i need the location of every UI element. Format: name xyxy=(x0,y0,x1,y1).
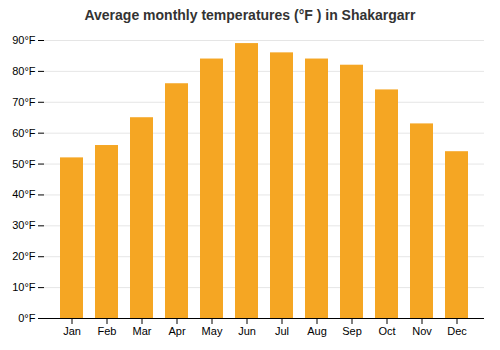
svg-text:Mar: Mar xyxy=(133,325,152,337)
svg-text:Jun: Jun xyxy=(238,325,256,337)
svg-text:10°F: 10°F xyxy=(12,281,36,293)
svg-text:Aug: Aug xyxy=(307,325,327,337)
svg-text:Apr: Apr xyxy=(168,325,185,337)
svg-text:Jul: Jul xyxy=(275,325,289,337)
svg-text:80°F: 80°F xyxy=(12,65,36,77)
svg-text:20°F: 20°F xyxy=(12,250,36,262)
svg-text:Oct: Oct xyxy=(378,325,395,337)
svg-text:Dec: Dec xyxy=(447,325,467,337)
svg-text:90°F: 90°F xyxy=(12,34,36,46)
svg-text:70°F: 70°F xyxy=(12,96,36,108)
svg-text:30°F: 30°F xyxy=(12,219,36,231)
svg-text:May: May xyxy=(202,325,223,337)
svg-text:Jan: Jan xyxy=(63,325,81,337)
svg-text:40°F: 40°F xyxy=(12,188,36,200)
svg-text:50°F: 50°F xyxy=(12,158,36,170)
svg-text:60°F: 60°F xyxy=(12,127,36,139)
svg-text:Sep: Sep xyxy=(342,325,362,337)
svg-text:0°F: 0°F xyxy=(18,312,36,324)
svg-text:Nov: Nov xyxy=(412,325,432,337)
html-text:Average monthly temperatures (: Average monthly temperatures (°F ) in Sh… xyxy=(84,7,416,23)
svg-text:Feb: Feb xyxy=(98,325,117,337)
